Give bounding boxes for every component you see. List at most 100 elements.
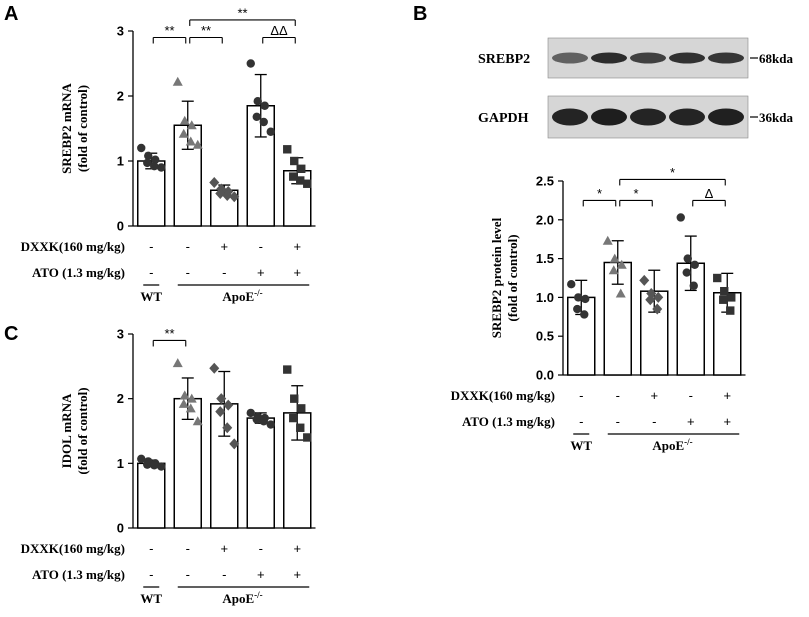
western-blot: SREBP2 68kda GAPDH 36kda (478, 37, 793, 139)
data-point (616, 259, 627, 269)
treatment-sign: - (149, 567, 153, 582)
data-point (297, 404, 306, 413)
data-point (216, 393, 227, 405)
blot-band (669, 108, 705, 126)
group-label-apoe-superscript: -/- (254, 288, 263, 298)
treatment-sign: - (186, 265, 190, 280)
data-point (229, 438, 240, 450)
y-tick-label: 0.5 (536, 329, 554, 344)
data-point (192, 416, 203, 426)
data-point (720, 286, 729, 296)
treatment-sign: + (257, 265, 265, 280)
treatment-sign: + (220, 239, 228, 254)
treatment-sign: + (723, 414, 731, 429)
treatment-sign: - (689, 388, 693, 403)
treatment-sign: + (293, 567, 301, 582)
significance-label: ΔΔ (270, 23, 288, 38)
data-point (209, 176, 220, 188)
data-point (676, 213, 685, 222)
data-point (178, 398, 189, 408)
data-point (653, 291, 664, 303)
data-point (645, 294, 656, 306)
data-point (567, 280, 576, 289)
group-label-apoe: ApoE-/- (652, 437, 692, 453)
treatment-sign: - (579, 414, 583, 429)
y-tick-label: 1 (117, 456, 124, 471)
treatment-sign: - (579, 388, 583, 403)
blot-band (552, 52, 588, 64)
y-tick-label: 0 (117, 521, 124, 536)
significance-label: ** (164, 23, 174, 38)
blot-band (630, 108, 666, 126)
treatment-table-a: DXXK(160 mg/kg) - - + - + ATO (1.3 mg/kg) - - - + +… (21, 239, 310, 304)
data-point (690, 260, 699, 270)
data-point (266, 127, 275, 136)
data-point (192, 139, 203, 149)
y-axis-title: SREBP2 protein level (489, 217, 504, 338)
blot-band (591, 52, 627, 64)
data-point (726, 306, 735, 315)
treatment-sign: - (222, 567, 226, 582)
data-point (253, 97, 262, 106)
y-tick-label: 0 (117, 219, 124, 234)
y-tick-label: 1.0 (536, 290, 554, 305)
treatment-sign: - (149, 239, 153, 254)
chart-idol-mrna: 0 1 2 3 IDOL mRNA (fold of control) ** (59, 326, 316, 536)
data-point (143, 158, 152, 168)
treatment-label: ATO (1.3 mg/kg) (32, 265, 125, 280)
data-point (186, 120, 197, 130)
blot-band (708, 52, 744, 64)
data-point (252, 112, 261, 122)
y-tick-label: 1 (117, 154, 124, 169)
data-point (179, 115, 190, 125)
significance-label: ** (164, 326, 174, 341)
data-point (222, 189, 233, 201)
treatment-label: DXXK(160 mg/kg) (21, 541, 125, 556)
data-point (689, 281, 698, 290)
data-point (209, 362, 220, 374)
significance-label: * (633, 186, 638, 201)
data-point (178, 128, 189, 138)
y-tick-label: 2 (117, 391, 124, 406)
significance-label: Δ (705, 186, 714, 201)
data-point (185, 136, 196, 146)
group-label-apoe-superscript: -/- (254, 590, 263, 600)
data-point (283, 365, 292, 374)
data-point (150, 162, 159, 171)
data-point (144, 151, 153, 160)
treatment-sign: - (149, 265, 153, 280)
data-point (652, 303, 663, 315)
y-axis-subtitle: (fold of control) (505, 234, 520, 321)
panel-letter-b: B (413, 3, 427, 25)
treatment-sign: + (293, 541, 301, 556)
data-point (215, 406, 226, 418)
data-point (259, 117, 268, 127)
treatment-sign: - (616, 388, 620, 403)
y-tick-label: 2.5 (536, 174, 554, 189)
data-point (727, 293, 736, 302)
group-label-wt: WT (570, 438, 592, 453)
data-point (185, 403, 196, 413)
data-point (157, 163, 166, 172)
y-tick-label: 0.0 (536, 368, 554, 383)
blot-protein-label: SREBP2 (478, 52, 530, 67)
data-point (296, 423, 305, 432)
data-point (260, 101, 269, 110)
treatment-sign: + (650, 388, 658, 403)
treatment-label: ATO (1.3 mg/kg) (32, 567, 125, 582)
data-point (289, 413, 298, 423)
data-point (303, 433, 312, 442)
treatment-table-c: DXXK(160 mg/kg) - - + - + ATO (1.3 mg/kg) - - - + +… (21, 541, 310, 606)
data-point (143, 460, 152, 469)
y-tick-label: 3 (117, 327, 124, 342)
data-point (290, 394, 299, 403)
data-point (609, 253, 620, 263)
data-point (259, 417, 268, 426)
data-point (683, 254, 692, 263)
bar (137, 462, 166, 529)
y-axis-title: SREBP2 mRNA (59, 83, 74, 174)
group-label-apoe-superscript: -/- (684, 437, 693, 447)
data-point (574, 293, 583, 302)
data-point (719, 295, 728, 304)
group-label-wt: WT (140, 289, 162, 304)
